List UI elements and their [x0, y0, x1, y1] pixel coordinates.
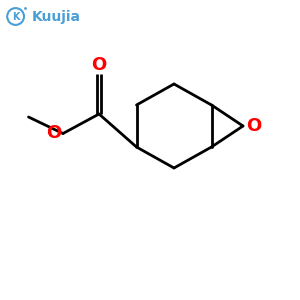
Text: O: O — [246, 117, 261, 135]
Text: K: K — [12, 11, 20, 22]
Text: Kuujia: Kuujia — [32, 10, 80, 23]
Text: O: O — [46, 124, 61, 142]
Text: O: O — [92, 56, 106, 74]
